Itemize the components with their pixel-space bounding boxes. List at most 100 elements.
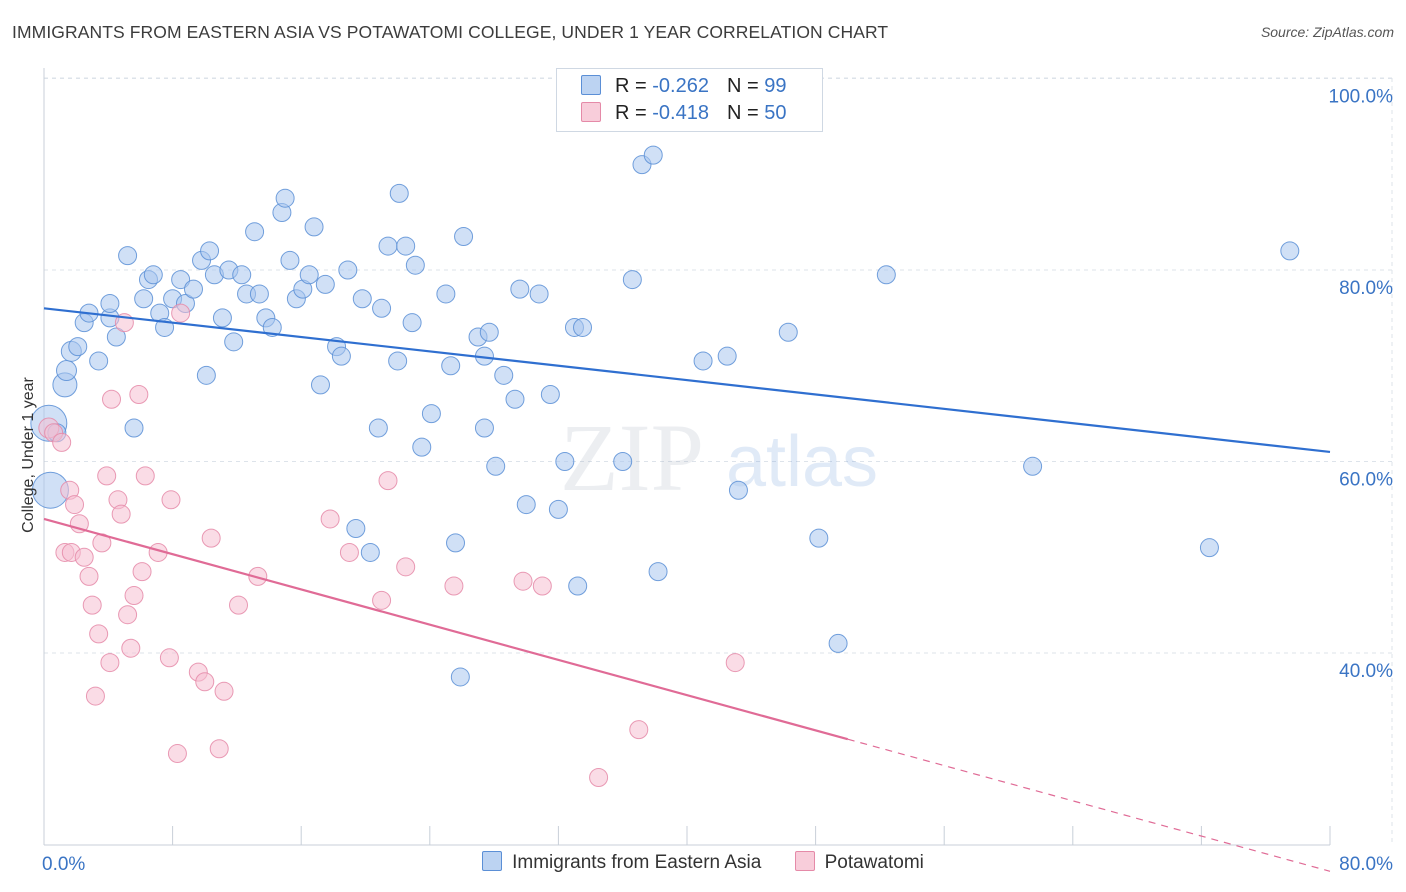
y-tick-label: 60.0% (1339, 470, 1393, 491)
data-point (396, 557, 416, 577)
data-point (331, 346, 351, 366)
source-credit: Source: ZipAtlas.com (1260, 24, 1394, 40)
data-point (454, 226, 474, 246)
n-value-eastern-asia: 99 (764, 75, 787, 97)
x-tick-labels: 0.0% 80.0% (42, 854, 1393, 875)
data-point (124, 586, 144, 606)
data-point (124, 418, 144, 438)
data-point (134, 289, 154, 309)
data-point (171, 303, 191, 323)
data-point (79, 566, 99, 586)
data-point (89, 351, 109, 371)
data-point (183, 279, 203, 299)
data-point (52, 432, 72, 452)
data-point (195, 672, 215, 692)
data-point (89, 624, 109, 644)
watermark: ZIP atlas (560, 404, 878, 511)
data-point (372, 590, 392, 610)
data-point (529, 284, 549, 304)
data-point (505, 389, 525, 409)
data-point (118, 246, 138, 266)
data-point (171, 270, 191, 290)
trend-lines (43, 307, 1331, 872)
data-point (540, 384, 560, 404)
trend-line-potawatomi (43, 517, 849, 741)
data-point (360, 542, 380, 562)
data-point (100, 294, 120, 314)
data-point (402, 313, 422, 333)
watermark-atlas: atlas (726, 422, 878, 502)
data-point (573, 317, 593, 337)
legend-swatch (794, 851, 815, 871)
data-point (372, 298, 392, 318)
y-tick-label: 100.0% (1329, 87, 1394, 108)
data-point (828, 633, 848, 653)
data-point (613, 452, 633, 471)
data-point (421, 404, 441, 424)
data-point (111, 504, 131, 524)
trend-line-extension (847, 738, 1331, 872)
data-point (280, 250, 300, 270)
data-point (368, 418, 388, 438)
data-point (513, 571, 533, 591)
legend-item-potawatomi: Potawatomi (794, 851, 924, 874)
data-point (100, 653, 120, 673)
data-point (629, 720, 649, 740)
x-tick-label: 0.0% (42, 854, 85, 875)
data-point (339, 542, 359, 562)
data-point (622, 270, 642, 290)
data-point (876, 265, 896, 285)
data-point (378, 471, 398, 491)
data-point (132, 562, 152, 582)
data-point (444, 576, 464, 596)
r-value-eastern-asia: -0.262 (652, 75, 709, 97)
data-point (725, 653, 745, 673)
data-point (441, 356, 461, 376)
data-point (532, 576, 552, 596)
y-axis-label: College, Under 1 year (20, 377, 37, 533)
data-point (548, 499, 568, 519)
data-point (212, 308, 232, 328)
data-point (486, 456, 506, 476)
grid-lines (44, 77, 1393, 845)
r-value-potawatomi: -0.418 (652, 102, 709, 124)
data-point (74, 547, 94, 567)
data-point (159, 648, 179, 668)
data-point (161, 490, 181, 510)
data-point (209, 739, 229, 759)
legend-swatch-eastern-asia (581, 75, 601, 95)
data-point (446, 533, 466, 553)
data-point (214, 681, 234, 701)
data-point (693, 351, 713, 371)
data-point (412, 437, 432, 457)
data-point (310, 375, 330, 395)
data-point (728, 480, 748, 500)
data-point (85, 686, 105, 706)
series-legend: Immigrants from Eastern Asia Potawatomi (0, 851, 1406, 874)
data-point (320, 509, 340, 529)
data-point (648, 562, 668, 582)
data-point (479, 322, 499, 342)
data-point (262, 317, 282, 337)
data-point (338, 260, 358, 280)
data-point (129, 384, 149, 404)
data-point (167, 744, 187, 764)
data-point (121, 638, 141, 658)
watermark-zip: ZIP (560, 404, 704, 511)
x-tick-label: 80.0% (1339, 854, 1393, 875)
data-point (568, 576, 588, 596)
data-point (378, 236, 398, 256)
data-point (275, 188, 295, 208)
data-point (232, 265, 252, 285)
trend-line-eastern-asia (43, 307, 1331, 454)
data-point (200, 241, 220, 261)
chart-title: IMMIGRANTS FROM EASTERN ASIA VS POTAWATO… (12, 22, 889, 42)
data-point (346, 519, 366, 539)
data-point (778, 322, 798, 342)
data-point (405, 255, 425, 275)
data-point (245, 222, 265, 242)
data-point (352, 289, 372, 309)
data-point (143, 265, 163, 285)
data-point (196, 365, 216, 385)
data-point (106, 327, 126, 347)
